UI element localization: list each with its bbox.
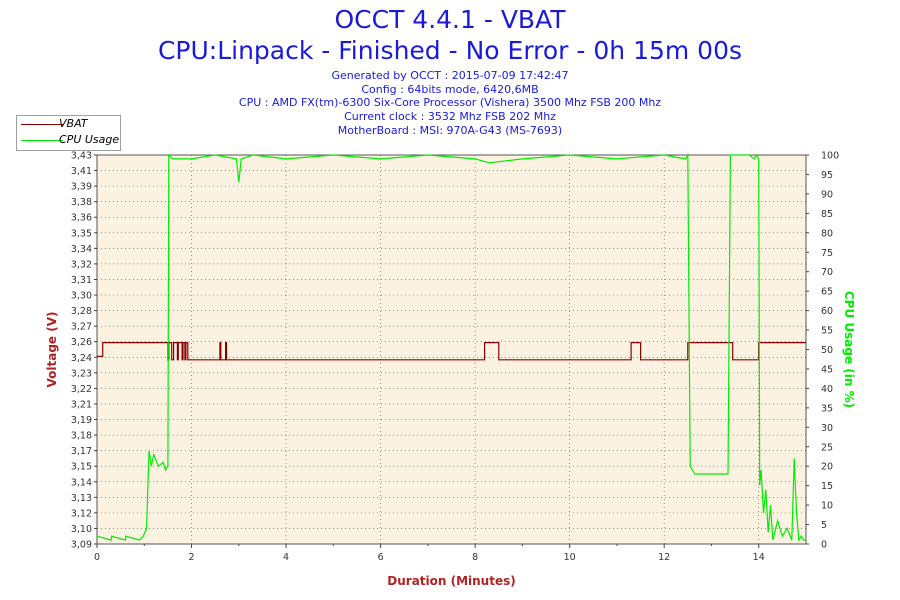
y-tick-label: 3,31: [71, 275, 92, 286]
y2-tick-label: 35: [821, 403, 833, 414]
y-tick-label: 3,23: [71, 368, 92, 379]
y-tick-label: 3,09: [71, 540, 92, 551]
y-tick-label: 3,41: [71, 166, 92, 177]
y2-axis-label: CPU Usage (in %): [842, 291, 856, 408]
y-tick-label: 3,39: [71, 182, 92, 193]
y2-tick-label: 0: [821, 540, 827, 551]
y2-tick-label: 25: [821, 442, 833, 453]
info-line-cpu: CPU : AMD FX(tm)-6300 Six-Core Processor…: [238, 96, 662, 110]
y-tick-label: 3,43: [71, 151, 92, 162]
y-tick-label: 3,26: [71, 337, 92, 348]
y2-tick-label: 15: [821, 481, 833, 492]
y-tick-label: 3,18: [71, 431, 92, 442]
plot-area: [97, 155, 806, 544]
legend-label-vbat: VBAT: [59, 117, 88, 130]
y-tick-label: 3,19: [71, 415, 92, 426]
y-tick-label: 3,32: [71, 259, 92, 270]
x-tick-label: 4: [283, 552, 289, 563]
y2-tick-label: 55: [821, 326, 833, 337]
y2-tick-label: 80: [821, 228, 833, 239]
chart-subtitle: CPU:Linpack - Finished - No Error - 0h 1…: [157, 36, 743, 65]
series-line-vbat: [97, 342, 806, 361]
x-tick-label: 2: [189, 552, 195, 563]
y-axis-label: Voltage (V): [45, 312, 59, 388]
plot-frame: [96, 154, 807, 545]
y2-tick-label: 75: [821, 248, 833, 259]
y2-tick-label: 90: [821, 189, 833, 200]
legend-item-cpu: CPU Usage: [17, 132, 120, 148]
y2-tick-label: 50: [821, 345, 833, 356]
legend-label-cpu: CPU Usage: [59, 133, 120, 146]
info-line-config: Config : 64bits mode, 6420,6MB: [361, 82, 539, 96]
y-tick-label: 3,35: [71, 228, 92, 239]
x-tick-label: 8: [472, 552, 478, 563]
y-tick-label: 3,17: [71, 446, 92, 457]
y2-tick-label: 100: [821, 151, 839, 162]
y2-tick-label: 20: [821, 462, 833, 473]
y-tick-label: 3,12: [71, 508, 92, 519]
y2-tick-label: 65: [821, 287, 833, 298]
chart-title: OCCT 4.4.1 - VBAT: [334, 5, 566, 34]
x-axis-label: Duration (Minutes): [387, 574, 515, 588]
y-tick-label: 3,28: [71, 306, 92, 317]
y2-tick-label: 5: [821, 520, 827, 531]
y-tick-label: 3,21: [71, 399, 92, 410]
y-tick-label: 3,34: [71, 244, 92, 255]
y-tick-label: 3,13: [71, 493, 92, 504]
legend-item-vbat: VBAT: [17, 116, 120, 132]
y-tick-label: 3,22: [71, 384, 92, 395]
y2-tick-label: 10: [821, 501, 833, 512]
x-tick-label: 14: [753, 552, 765, 563]
x-tick-label: 12: [658, 552, 670, 563]
y2-tick-label: 30: [821, 423, 833, 434]
info-line-generated: Generated by OCCT : 2015-07-09 17:42:47: [331, 69, 569, 82]
y-tick-label: 3,10: [71, 524, 92, 535]
y-tick-label: 3,38: [71, 197, 92, 208]
y-tick-label: 3,14: [71, 477, 92, 488]
y2-tick-label: 70: [821, 267, 833, 278]
legend-swatch-vbat: [21, 124, 63, 125]
info-line-motherboard: MotherBoard : MSI: 970A-G43 (MS-7693): [337, 123, 563, 137]
x-tick-label: 6: [378, 552, 384, 563]
y2-tick-label: 60: [821, 306, 833, 317]
y-tick-label: 3,24: [71, 353, 92, 364]
y2-tick-label: 40: [821, 384, 833, 395]
info-block: Generated by OCCT : 2015-07-09 17:42:47 …: [0, 69, 900, 138]
y-tick-label: 3,30: [71, 291, 92, 302]
y-tick-label: 3,36: [71, 213, 92, 224]
y-tick-label: 3,15: [71, 462, 92, 473]
legend-swatch-cpu: [21, 140, 63, 141]
info-line-clock: Current clock : 3532 Mhz FSB 202 Mhz: [344, 110, 556, 124]
x-tick-label: 0: [94, 552, 100, 563]
series-line-cpu-usage: [96, 152, 806, 542]
y2-tick-label: 85: [821, 209, 833, 220]
x-tick-label: 10: [564, 552, 576, 563]
y-tick-label: 3,27: [71, 322, 92, 333]
y2-tick-label: 45: [821, 364, 833, 375]
chart-legend: VBAT CPU Usage: [16, 115, 121, 151]
y2-tick-label: 95: [821, 170, 833, 181]
